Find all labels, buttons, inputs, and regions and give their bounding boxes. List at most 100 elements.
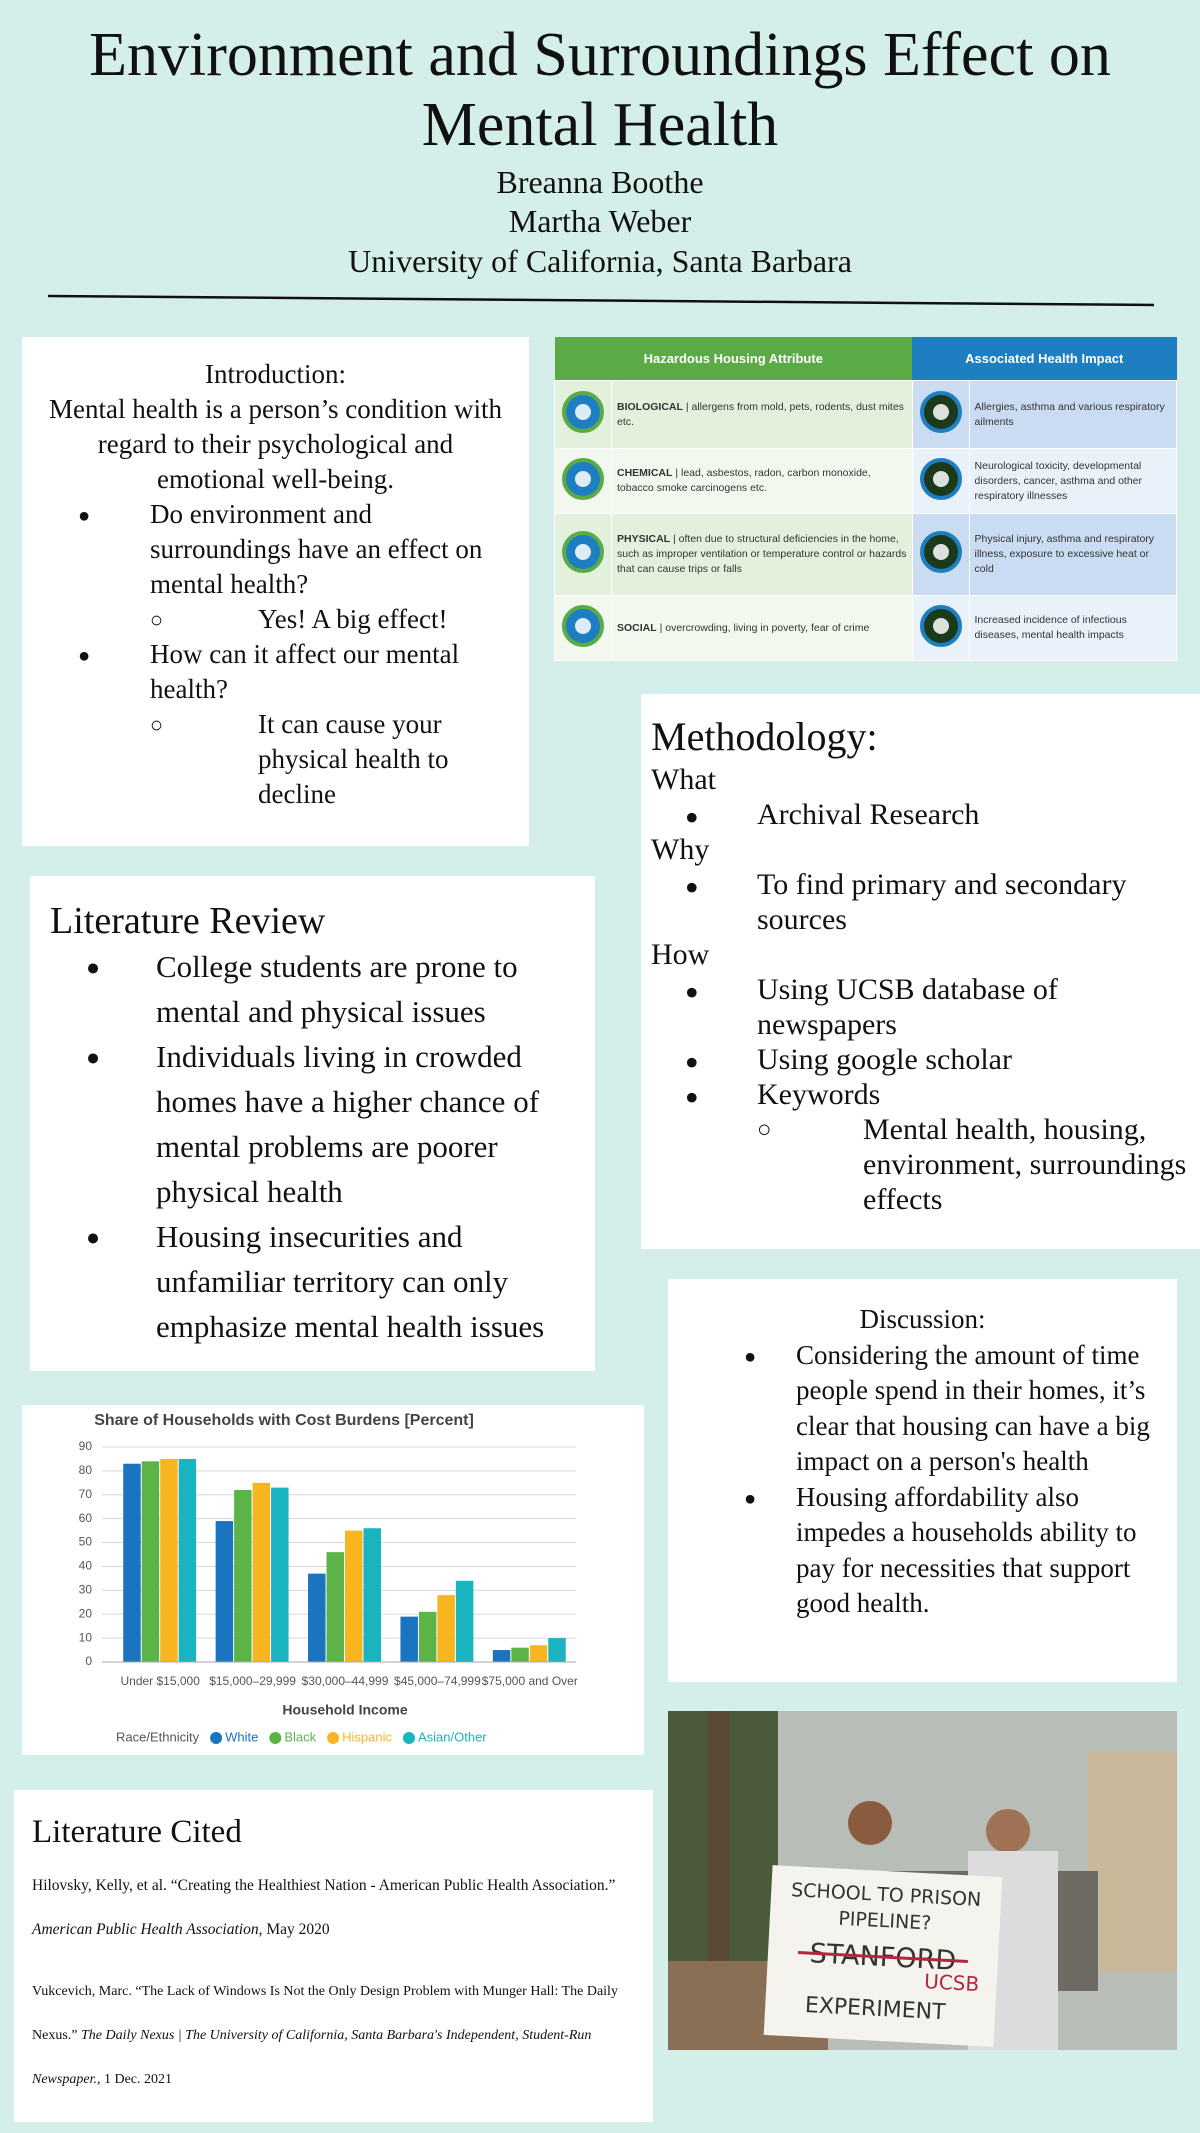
section-heading: Methodology: (651, 714, 878, 759)
icon-glyph (932, 470, 949, 487)
question: How can it affect our mental health? It … (46, 637, 505, 812)
section-heading: Literature Cited (32, 1814, 242, 1850)
bar (308, 1573, 326, 1662)
question-list: Do environment and surroundings have an … (46, 497, 505, 812)
bar (215, 1521, 234, 1662)
bar (271, 1487, 289, 1662)
impact-cell: Allergies, asthma and various respirator… (968, 380, 1178, 449)
y-tick-label: 0 (85, 1654, 92, 1668)
x-tick-label: $75,000 and Over (482, 1674, 578, 1688)
citation: Hilovsky, Kelly, et al. “Creating the He… (32, 1864, 635, 1952)
chart-panel: Share of Households with Cost Burdens [P… (22, 1405, 644, 1755)
legend-swatch (327, 1732, 340, 1744)
attribute-cell: BIOLOGICAL | allergens from mold, pets, … (611, 380, 913, 449)
icon-glyph (575, 470, 591, 487)
icon-glyph (932, 544, 949, 560)
methodology-panel: Methodology: What Archival Research Why … (641, 694, 1200, 1249)
attribute-cell: SOCIAL | overcrowding, living in poverty… (611, 595, 913, 661)
table-row: BIOLOGICAL | allergens from mold, pets, … (554, 380, 1178, 449)
list: College students are prone to mental and… (50, 944, 575, 1349)
x-tick-label: $15,000–29,999 (209, 1674, 296, 1688)
bar (326, 1552, 344, 1662)
column-header: Associated Health Impact (912, 337, 1177, 381)
bar (234, 1490, 252, 1662)
literature-review-panel: Literature Review College students are p… (30, 876, 595, 1371)
header-row: Hazardous Housing Attribute Associated H… (554, 337, 1177, 381)
person (848, 1801, 892, 1845)
attribute-label: PHYSICAL (617, 533, 671, 545)
icon-cell (911, 513, 970, 596)
legend-swatch (210, 1732, 223, 1744)
attribute-description: | overcrowding, living in poverty, fear … (659, 621, 870, 634)
list: To find primary and secondary sources (651, 867, 1190, 937)
y-tick-label: 70 (79, 1487, 93, 1501)
icon-glyph (575, 544, 591, 560)
x-tick-label: Under $15,000 (120, 1674, 200, 1688)
bar (400, 1616, 418, 1662)
answer-list: Yes! A big effect! (150, 602, 505, 638)
citation: Vukcevich, Marc. “The Lack of Windows Is… (32, 1970, 635, 2102)
icon-cell (911, 380, 970, 449)
chart-title: Share of Households with Cost Burdens [P… (94, 1412, 474, 1429)
attribute-description: | allergens from mold, pets, rodents, du… (617, 400, 904, 428)
photo: SCHOOL TO PRISON PIPELINE? STANFORD UCSB… (668, 1711, 1177, 2050)
legend-swatch (269, 1732, 282, 1744)
citation-source: The Daily Nexus | The University of Cali… (32, 2028, 592, 2087)
icon-cell (911, 595, 970, 661)
question-text: Do environment and surroundings have an … (150, 499, 483, 599)
citation-text: Vukcevich, Marc. “The Lack of Windows Is… (32, 1984, 618, 2043)
table: Hazardous Housing Attribute Associated H… (554, 337, 1178, 661)
author: Martha Weber (508, 203, 692, 239)
section-heading: Discussion: (859, 1304, 986, 1334)
attribute-label: CHEMICAL (617, 467, 673, 479)
column-header: Hazardous Housing Attribute (554, 337, 913, 381)
item: Individuals living in crowded homes have… (50, 1034, 575, 1214)
impact-cell: Neurological toxicity, developmental dis… (968, 448, 1178, 514)
attribute-description: | lead, asbestos, radon, carbon monoxide… (617, 467, 871, 494)
citation-date: , May 2020 (258, 1921, 330, 1938)
y-tick-label: 10 (79, 1630, 93, 1644)
answer: Yes! A big effect! (150, 602, 505, 638)
bar (363, 1528, 381, 1662)
item: Using UCSB database of newspapers (651, 972, 1190, 1042)
table-row: SOCIAL | overcrowding, living in poverty… (554, 595, 1178, 661)
subitem: Mental health, housing, environment, sur… (757, 1112, 1190, 1217)
strike (797, 1951, 968, 1963)
icon-glyph (575, 617, 591, 634)
bar (123, 1463, 141, 1662)
icon-cell (554, 513, 612, 596)
section-heading: Literature Review (50, 900, 326, 942)
icon (919, 391, 962, 433)
legend-swatch (402, 1732, 415, 1744)
citation-source: American Public Health Association (32, 1921, 259, 1938)
citation-date: , 1 Dec. 2021 (96, 2072, 172, 2087)
thead: Hazardous Housing Attribute Associated H… (554, 337, 1177, 381)
answer-list: It can cause your physical health to dec… (150, 707, 505, 812)
divider-line (47, 294, 1155, 307)
icon-glyph (575, 404, 591, 420)
divider (47, 294, 1155, 307)
citation-text: Hilovsky, Kelly, et al. “Creating the He… (32, 1877, 616, 1894)
item: College students are prone to mental and… (50, 944, 575, 1034)
icon (919, 604, 962, 647)
bar (529, 1645, 548, 1662)
x-axis-label: Household Income (282, 1702, 407, 1718)
icon-glyph (932, 404, 949, 420)
icon-cell (554, 448, 612, 514)
y-tick-label: 40 (79, 1559, 93, 1573)
bar (345, 1530, 363, 1662)
y-tick-label: 20 (79, 1606, 93, 1620)
icon (562, 391, 604, 433)
answer: It can cause your physical health to dec… (150, 707, 505, 812)
item: Keywords Mental health, housing, environ… (651, 1077, 1190, 1217)
table-body: BIOLOGICAL | allergens from mold, pets, … (554, 380, 1178, 661)
icon-cell (554, 380, 612, 449)
list: Archival Research (651, 797, 1190, 834)
y-tick-label: 60 (79, 1511, 93, 1525)
sign-line: PIPELINE? (838, 1908, 932, 1935)
legend-label: Asian/Other (418, 1729, 487, 1744)
definition: Mental health is a person’s condition wi… (49, 394, 502, 494)
y-tick-label: 30 (79, 1583, 93, 1597)
